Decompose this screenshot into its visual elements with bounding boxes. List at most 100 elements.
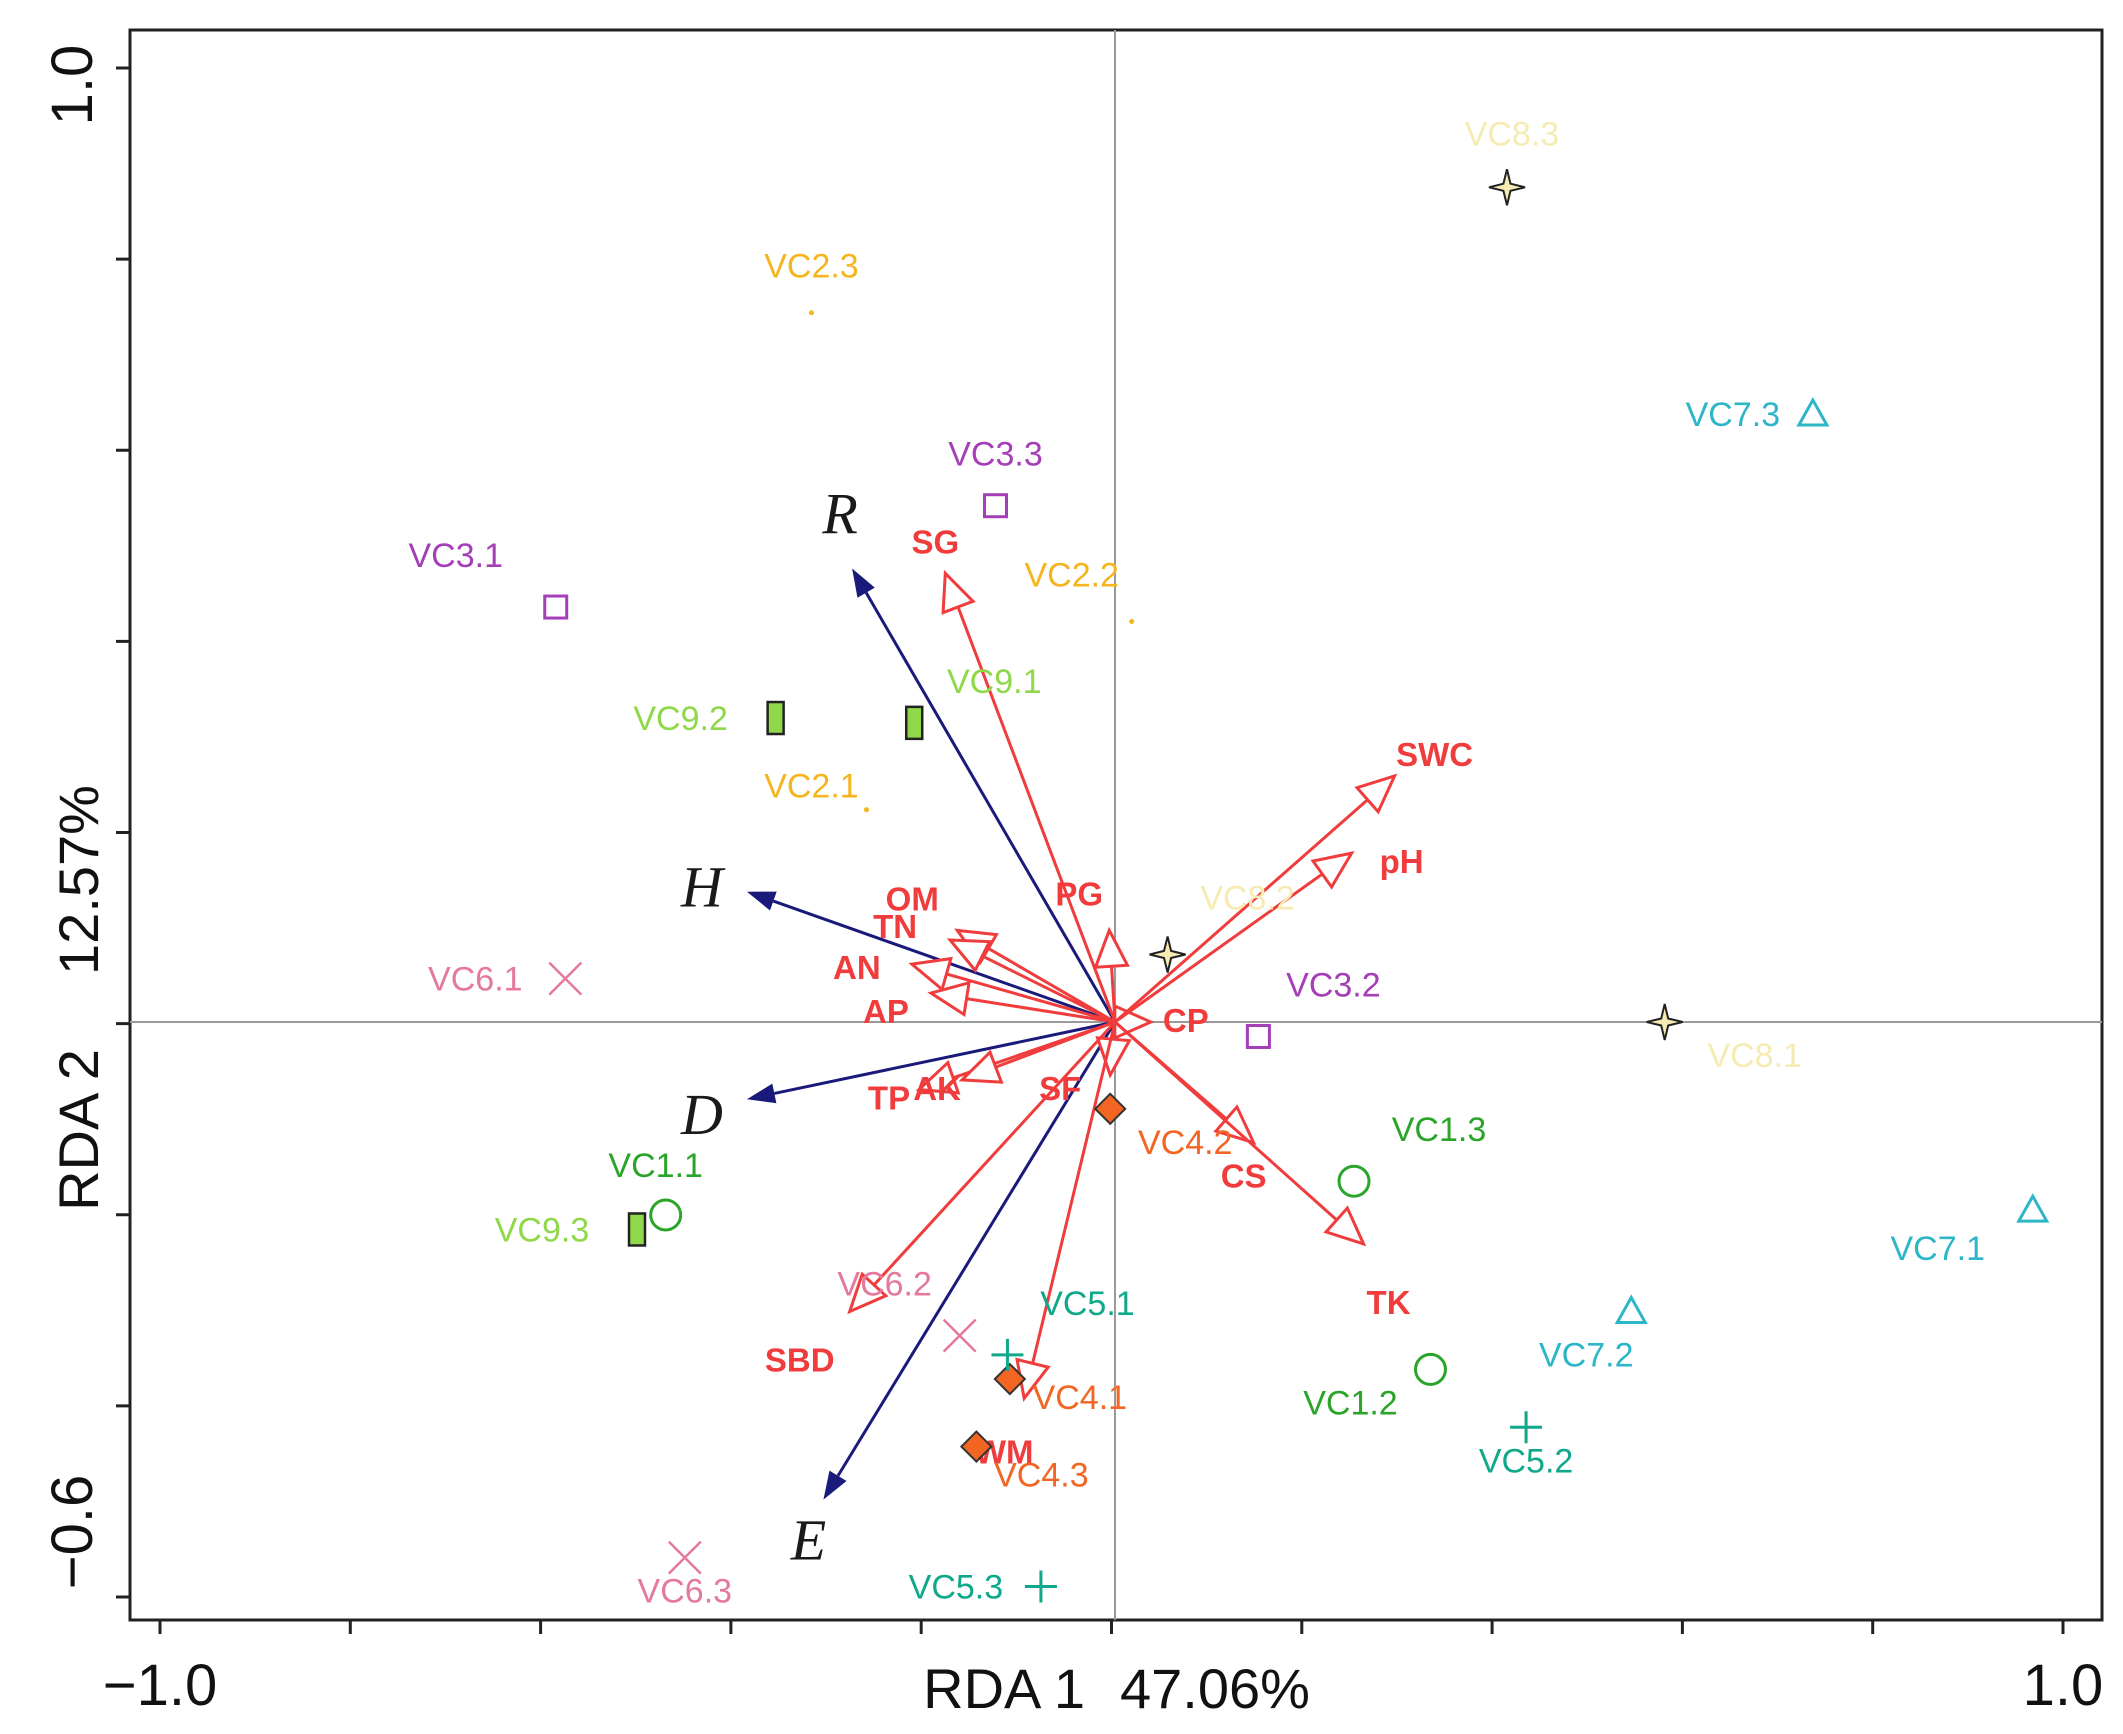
env-arrow-pH <box>1114 872 1324 1024</box>
env-arrow-AN <box>946 972 1116 1024</box>
env-arrow-OM <box>987 947 1116 1024</box>
env-arrow-SG <box>956 606 1117 1023</box>
marker-VC8.2 <box>1149 936 1186 973</box>
marker-VC1.1 <box>649 1198 683 1232</box>
sample-label-VC8.1: VC8.1 <box>1707 1037 1802 1075</box>
sample-label-VC6.1: VC6.1 <box>428 961 523 999</box>
x-axis-title: RDA 1 <box>923 1657 1085 1720</box>
marker-VC5.1 <box>991 1338 1024 1371</box>
sample-points <box>543 169 2050 1603</box>
env-label-SWC: SWC <box>1396 736 1473 773</box>
marker-VC2.2 <box>1129 619 1135 625</box>
species-arrow-E <box>836 1021 1117 1477</box>
y-axis-explained: 12.57% <box>47 785 110 975</box>
env-label-TP: TP <box>868 1080 910 1117</box>
marker-VC7.1 <box>2016 1193 2050 1223</box>
marker-VC8.1 <box>1646 1003 1683 1041</box>
marker-VC4.1 <box>993 1362 1027 1396</box>
species-arrowhead-R <box>852 568 875 598</box>
env-label-CS: CS <box>1221 1158 1267 1195</box>
env-arrow-SWC <box>1114 798 1369 1024</box>
marker-VC3.3 <box>983 493 1008 519</box>
species-label-H: H <box>680 855 726 920</box>
y-tick-max-label: 1.0 <box>40 45 105 126</box>
sample-label-VC6.2: VC6.2 <box>837 1266 932 1304</box>
env-arrow-WM <box>1031 1021 1117 1364</box>
sample-label-VC8.2: VC8.2 <box>1200 879 1295 917</box>
sample-label-VC3.3: VC3.3 <box>948 436 1043 474</box>
sample-label-VC9.1: VC9.1 <box>947 663 1042 701</box>
env-arrow-SBD <box>872 1020 1117 1286</box>
axis-labels: −1.0 1.0 RDA 1 47.06% 1.0 −0.6 RDA 2 12.… <box>40 45 2103 1720</box>
env-label-TN: TN <box>873 908 917 945</box>
species-arrowhead-H <box>746 891 777 911</box>
sample-label-VC9.3: VC9.3 <box>495 1211 590 1249</box>
species-arrowhead-E <box>823 1470 847 1500</box>
sample-label-VC1.2: VC1.2 <box>1303 1384 1398 1422</box>
marker-VC9.2 <box>766 700 785 736</box>
env-label-SBD: SBD <box>765 1342 835 1379</box>
env-arrowhead-pH <box>1310 850 1355 890</box>
marker-VC7.3 <box>1796 396 1830 427</box>
sample-label-VC4.3: VC4.3 <box>994 1457 1089 1495</box>
y-axis-title: RDA 2 <box>47 1049 110 1211</box>
sample-label-VC8.3: VC8.3 <box>1465 115 1560 153</box>
sample-label-VC3.1: VC3.1 <box>408 537 503 575</box>
sample-label-VC4.2: VC4.2 <box>1138 1124 1233 1162</box>
env-label-AN: AN <box>833 949 881 986</box>
marker-VC3.1 <box>543 594 569 620</box>
env-arrowhead-SBD <box>847 1271 889 1315</box>
env-label-SF: SF <box>1039 1070 1081 1107</box>
marker-VC4.2 <box>1093 1092 1127 1126</box>
env-arrowhead-PG <box>1093 926 1130 969</box>
marker-VC4.3 <box>959 1430 993 1464</box>
env-label-TK: TK <box>1367 1284 1411 1321</box>
sample-label-VC6.3: VC6.3 <box>638 1573 733 1611</box>
marker-VC6.1 <box>548 961 583 996</box>
env-arrowhead-AK <box>958 1049 1004 1084</box>
species-label-D: D <box>680 1082 723 1147</box>
marker-VC5.3 <box>1024 1570 1057 1603</box>
env-arrowhead-TP <box>915 1060 961 1095</box>
sample-labels: VC1.1 VC1.2 VC1.3 VC2.1 VC2.2 VC2.3 VC3.1 VC3.2… <box>408 115 1985 1610</box>
sample-label-VC5.3: VC5.3 <box>909 1569 1004 1607</box>
species-arrow-R <box>864 591 1117 1023</box>
sample-label-VC4.1: VC4.1 <box>1033 1379 1128 1417</box>
species-label-E: E <box>790 1508 826 1573</box>
sample-label-VC7.3: VC7.3 <box>1686 396 1781 434</box>
env-arrow-AK <box>995 1020 1116 1069</box>
marker-VC9.1 <box>904 705 924 741</box>
marker-VC8.3 <box>1488 169 1526 206</box>
env-arrowhead-SG <box>941 569 976 615</box>
env-label-CP: CP <box>1163 1002 1209 1039</box>
marker-VC1.3 <box>1337 1164 1371 1198</box>
marker-VC2.3 <box>808 310 814 316</box>
species-arrowhead-D <box>746 1083 777 1104</box>
sample-label-VC9.2: VC9.2 <box>633 700 728 738</box>
sample-label-VC7.2: VC7.2 <box>1539 1337 1634 1375</box>
marker-VC6.2 <box>942 1318 977 1353</box>
sample-label-VC2.2: VC2.2 <box>1024 557 1119 595</box>
env-arrow-TK <box>1114 1020 1338 1222</box>
marker-VC9.3 <box>627 1212 647 1247</box>
sample-label-VC1.1: VC1.1 <box>608 1147 703 1185</box>
x-tick-max-label: 1.0 <box>2023 1653 2104 1718</box>
env-arrowhead-TN <box>946 938 992 974</box>
env-label-SG: SG <box>911 523 959 560</box>
env-arrowhead-AP <box>927 980 971 1017</box>
sample-label-VC1.3: VC1.3 <box>1392 1111 1487 1149</box>
env-arrowhead-CS <box>1213 1104 1257 1146</box>
x-axis-explained: 47.06% <box>1120 1657 1310 1720</box>
env-label-AK: AK <box>913 1070 961 1107</box>
marker-VC5.2 <box>1510 1411 1543 1444</box>
y-tick-min-label: −0.6 <box>40 1475 105 1590</box>
marker-VC6.3 <box>667 1540 702 1575</box>
env-arrow-AP <box>966 997 1116 1024</box>
env-arrow-TN <box>981 954 1116 1024</box>
env-label-AP: AP <box>863 993 909 1030</box>
sample-label-VC5.2: VC5.2 <box>1479 1442 1574 1480</box>
sample-label-VC2.1: VC2.1 <box>764 768 859 806</box>
marker-VC7.2 <box>1614 1294 1648 1324</box>
